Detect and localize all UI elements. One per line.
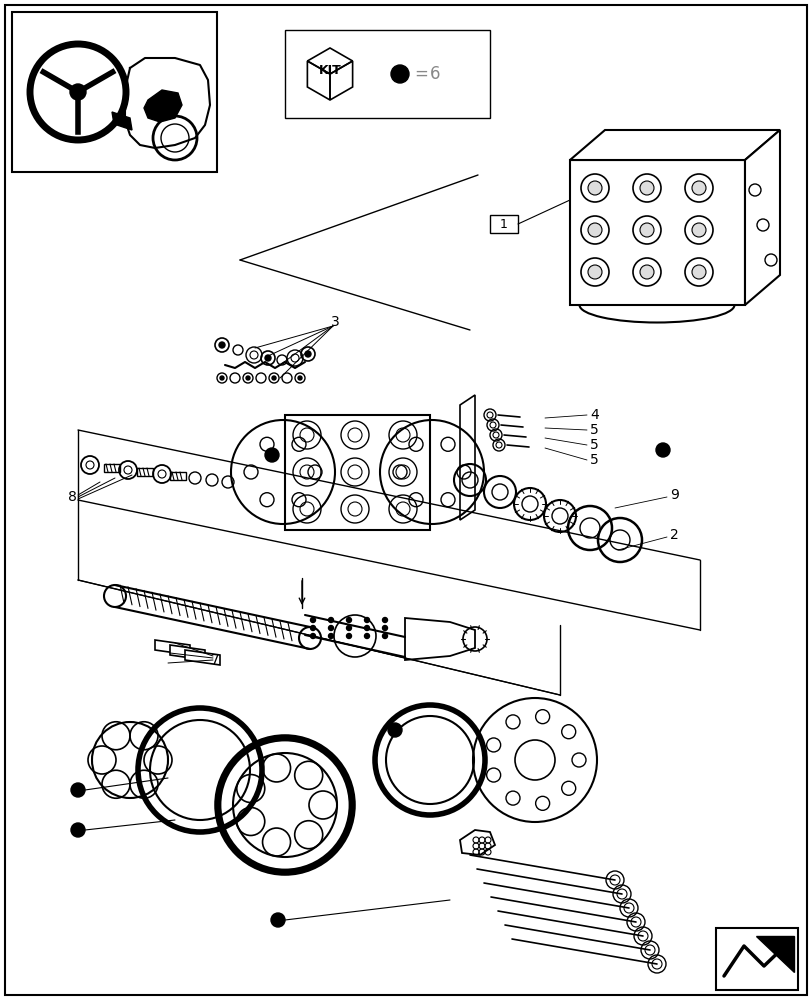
Circle shape [71, 783, 85, 797]
Text: 5: 5 [590, 453, 598, 467]
Circle shape [305, 351, 311, 357]
Bar [169, 472, 186, 480]
Circle shape [271, 913, 285, 927]
Circle shape [587, 181, 601, 195]
Polygon shape [460, 830, 495, 855]
Circle shape [219, 342, 225, 348]
Polygon shape [169, 645, 204, 660]
Circle shape [364, 634, 369, 639]
Bar [104, 464, 120, 472]
Polygon shape [144, 90, 182, 122]
Circle shape [655, 443, 669, 457]
Polygon shape [185, 650, 220, 665]
Polygon shape [755, 936, 793, 972]
Bar [569, 160, 744, 305]
Circle shape [310, 617, 315, 622]
Polygon shape [155, 640, 190, 655]
Circle shape [310, 626, 315, 631]
Circle shape [639, 265, 653, 279]
Bar [715, 928, 797, 990]
Text: 6: 6 [430, 65, 440, 83]
Bar [137, 468, 152, 476]
Text: =: = [414, 65, 427, 83]
Text: 5: 5 [590, 438, 598, 452]
Text: KIT: KIT [318, 64, 341, 77]
Circle shape [691, 265, 705, 279]
Circle shape [388, 723, 401, 737]
Circle shape [382, 634, 387, 639]
Circle shape [346, 617, 351, 622]
Polygon shape [460, 395, 474, 520]
Circle shape [587, 265, 601, 279]
Circle shape [246, 376, 250, 380]
Bar [285, 30, 489, 118]
Text: 5: 5 [590, 423, 598, 437]
Text: 1: 1 [500, 218, 508, 231]
Bar [285, 415, 430, 530]
Bar [489, 215, 517, 233]
Text: 9: 9 [669, 488, 678, 502]
Circle shape [346, 634, 351, 639]
Text: 4: 4 [590, 408, 598, 422]
Circle shape [264, 448, 279, 462]
Circle shape [328, 634, 333, 639]
Circle shape [71, 823, 85, 837]
Circle shape [382, 617, 387, 622]
Polygon shape [112, 112, 132, 130]
Text: 3: 3 [330, 315, 339, 329]
Circle shape [691, 181, 705, 195]
Bar [12, 12, 217, 172]
Text: 2: 2 [669, 528, 678, 542]
Circle shape [587, 223, 601, 237]
Circle shape [691, 223, 705, 237]
Circle shape [639, 181, 653, 195]
Polygon shape [569, 130, 779, 160]
Circle shape [382, 626, 387, 631]
Circle shape [298, 376, 302, 380]
Circle shape [346, 626, 351, 631]
Circle shape [272, 376, 276, 380]
Polygon shape [744, 130, 779, 305]
Circle shape [391, 65, 409, 83]
Circle shape [364, 617, 369, 622]
Circle shape [328, 617, 333, 622]
Circle shape [364, 626, 369, 631]
Polygon shape [405, 618, 474, 660]
Circle shape [310, 634, 315, 639]
Circle shape [264, 355, 271, 361]
Text: 7: 7 [210, 653, 219, 667]
Circle shape [639, 223, 653, 237]
Circle shape [328, 626, 333, 631]
Circle shape [70, 84, 86, 100]
Circle shape [220, 376, 224, 380]
Text: 8: 8 [67, 490, 76, 504]
